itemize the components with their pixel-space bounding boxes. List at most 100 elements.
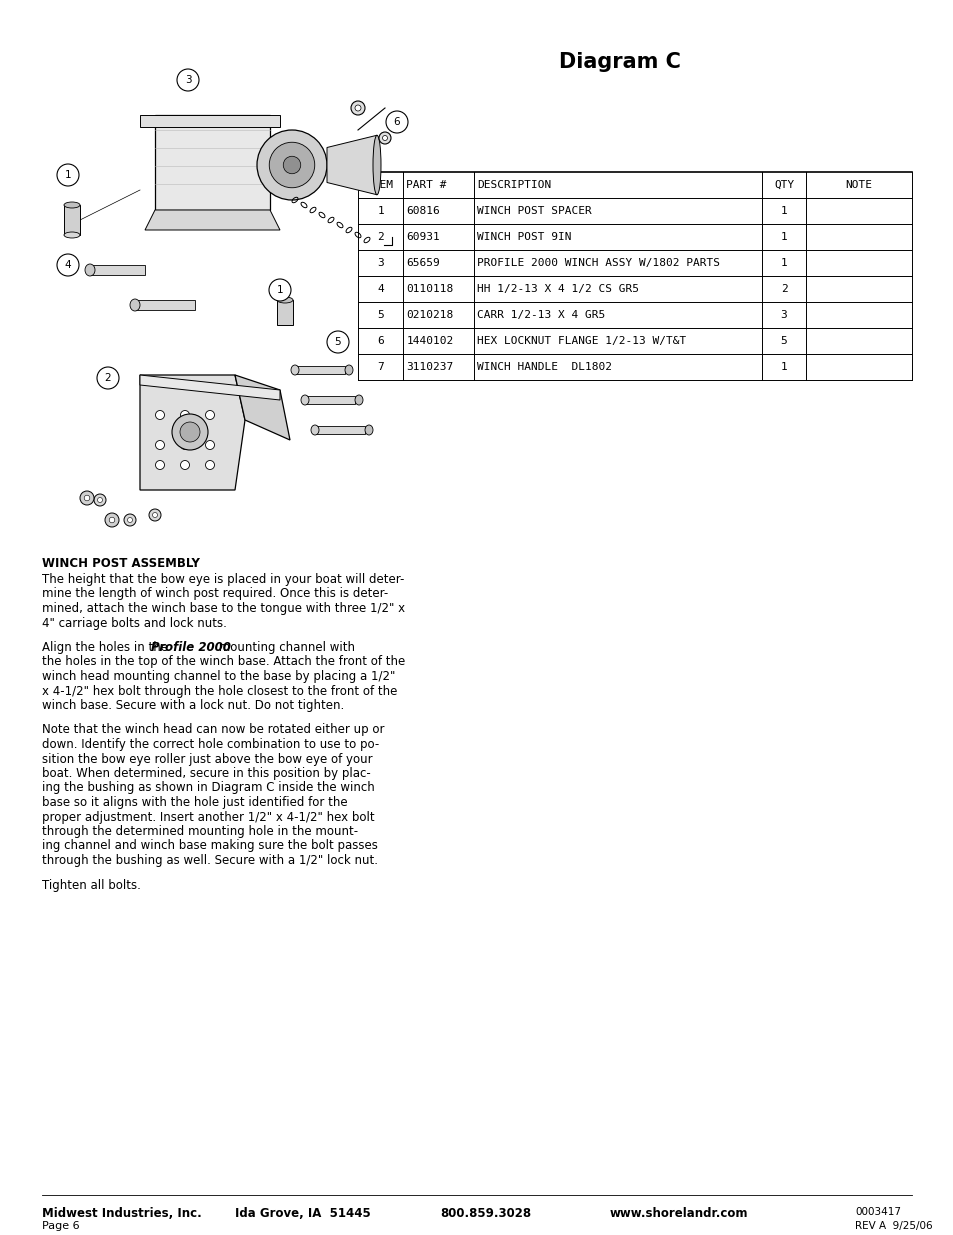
Circle shape bbox=[105, 513, 119, 527]
Text: 1: 1 bbox=[780, 258, 786, 268]
Circle shape bbox=[124, 514, 136, 526]
Text: 2: 2 bbox=[780, 284, 786, 294]
Text: 1: 1 bbox=[377, 206, 384, 216]
Circle shape bbox=[382, 136, 387, 141]
Text: 0110118: 0110118 bbox=[406, 284, 454, 294]
Polygon shape bbox=[140, 375, 245, 490]
Circle shape bbox=[155, 410, 164, 420]
Text: 6: 6 bbox=[394, 117, 400, 127]
Circle shape bbox=[57, 254, 79, 275]
Text: Page 6: Page 6 bbox=[42, 1221, 79, 1231]
Text: 4: 4 bbox=[377, 284, 384, 294]
Ellipse shape bbox=[130, 299, 140, 311]
Text: 3110237: 3110237 bbox=[406, 362, 454, 372]
Circle shape bbox=[355, 105, 360, 111]
Polygon shape bbox=[276, 300, 293, 325]
Text: 4: 4 bbox=[65, 261, 71, 270]
Text: ing channel and winch base making sure the bolt passes: ing channel and winch base making sure t… bbox=[42, 840, 377, 852]
Text: 800.859.3028: 800.859.3028 bbox=[439, 1207, 531, 1220]
Text: Profile 2000: Profile 2000 bbox=[151, 641, 231, 655]
Circle shape bbox=[180, 422, 200, 442]
Circle shape bbox=[180, 410, 190, 420]
Ellipse shape bbox=[291, 366, 298, 375]
Text: base so it aligns with the hole just identified for the: base so it aligns with the hole just ide… bbox=[42, 797, 347, 809]
Polygon shape bbox=[314, 426, 365, 433]
Circle shape bbox=[84, 495, 90, 501]
Ellipse shape bbox=[355, 395, 363, 405]
Text: 3: 3 bbox=[377, 258, 384, 268]
Ellipse shape bbox=[85, 264, 95, 275]
Text: Ida Grove, IA  51445: Ida Grove, IA 51445 bbox=[234, 1207, 371, 1220]
Circle shape bbox=[327, 331, 349, 353]
Text: The height that the bow eye is placed in your boat will deter-: The height that the bow eye is placed in… bbox=[42, 573, 404, 585]
Circle shape bbox=[155, 441, 164, 450]
Text: 5: 5 bbox=[335, 337, 341, 347]
Ellipse shape bbox=[311, 425, 318, 435]
Circle shape bbox=[149, 509, 161, 521]
Text: QTY: QTY bbox=[773, 180, 793, 190]
Text: REV A  9/25/06: REV A 9/25/06 bbox=[854, 1221, 932, 1231]
Text: 1: 1 bbox=[780, 232, 786, 242]
Text: PROFILE 2000 WINCH ASSY W/1802 PARTS: PROFILE 2000 WINCH ASSY W/1802 PARTS bbox=[476, 258, 719, 268]
Polygon shape bbox=[327, 136, 376, 195]
Circle shape bbox=[180, 441, 190, 450]
Text: x 4-1/2" hex bolt through the hole closest to the front of the: x 4-1/2" hex bolt through the hole close… bbox=[42, 684, 397, 698]
Text: 4" carriage bolts and lock nuts.: 4" carriage bolts and lock nuts. bbox=[42, 616, 227, 630]
Circle shape bbox=[152, 513, 157, 517]
Polygon shape bbox=[154, 115, 270, 210]
Circle shape bbox=[80, 492, 94, 505]
Text: WINCH HANDLE  DL1802: WINCH HANDLE DL1802 bbox=[476, 362, 611, 372]
Circle shape bbox=[386, 111, 408, 133]
Polygon shape bbox=[145, 210, 280, 230]
Circle shape bbox=[97, 367, 119, 389]
Ellipse shape bbox=[345, 366, 353, 375]
Text: 60816: 60816 bbox=[406, 206, 439, 216]
Circle shape bbox=[109, 517, 114, 522]
Text: PART #: PART # bbox=[406, 180, 446, 190]
Text: DESCRIPTION: DESCRIPTION bbox=[476, 180, 551, 190]
Circle shape bbox=[378, 132, 391, 144]
Text: WINCH POST ASSEMBLY: WINCH POST ASSEMBLY bbox=[42, 557, 200, 571]
Text: mounting channel with: mounting channel with bbox=[214, 641, 355, 655]
Circle shape bbox=[269, 142, 314, 188]
Ellipse shape bbox=[276, 296, 293, 303]
Circle shape bbox=[57, 164, 79, 186]
Circle shape bbox=[177, 69, 199, 91]
Text: 1440102: 1440102 bbox=[406, 336, 454, 346]
Text: boat. When determined, secure in this position by plac-: boat. When determined, secure in this po… bbox=[42, 767, 371, 781]
Polygon shape bbox=[140, 375, 280, 400]
Circle shape bbox=[172, 414, 208, 450]
Text: 0210218: 0210218 bbox=[406, 310, 454, 320]
Text: Align the holes in the: Align the holes in the bbox=[42, 641, 172, 655]
Circle shape bbox=[269, 279, 291, 301]
Circle shape bbox=[128, 517, 132, 522]
Text: Midwest Industries, Inc.: Midwest Industries, Inc. bbox=[42, 1207, 201, 1220]
Polygon shape bbox=[90, 266, 145, 275]
Text: Diagram C: Diagram C bbox=[558, 52, 680, 72]
Circle shape bbox=[205, 441, 214, 450]
Ellipse shape bbox=[64, 232, 80, 238]
Text: www.shorelandr.com: www.shorelandr.com bbox=[609, 1207, 748, 1220]
Text: the holes in the top of the winch base. Attach the front of the: the holes in the top of the winch base. … bbox=[42, 656, 405, 668]
Text: 1: 1 bbox=[780, 206, 786, 216]
Text: through the bushing as well. Secure with a 1/2" lock nut.: through the bushing as well. Secure with… bbox=[42, 853, 377, 867]
Text: proper adjustment. Insert another 1/2" x 4-1/2" hex bolt: proper adjustment. Insert another 1/2" x… bbox=[42, 810, 375, 824]
Text: Note that the winch head can now be rotated either up or: Note that the winch head can now be rota… bbox=[42, 724, 384, 736]
Text: Tighten all bolts.: Tighten all bolts. bbox=[42, 878, 141, 892]
Text: 2: 2 bbox=[377, 232, 384, 242]
Circle shape bbox=[283, 157, 300, 174]
Text: NOTE: NOTE bbox=[844, 180, 872, 190]
Text: 65659: 65659 bbox=[406, 258, 439, 268]
Text: mined, attach the winch base to the tongue with three 1/2" x: mined, attach the winch base to the tong… bbox=[42, 601, 405, 615]
Text: 1: 1 bbox=[780, 362, 786, 372]
Text: CARR 1/2-13 X 4 GR5: CARR 1/2-13 X 4 GR5 bbox=[476, 310, 604, 320]
Text: 6: 6 bbox=[377, 336, 384, 346]
Polygon shape bbox=[305, 396, 355, 404]
Circle shape bbox=[155, 461, 164, 469]
Text: through the determined mounting hole in the mount-: through the determined mounting hole in … bbox=[42, 825, 357, 839]
Text: 60931: 60931 bbox=[406, 232, 439, 242]
Circle shape bbox=[180, 461, 190, 469]
Circle shape bbox=[94, 494, 106, 506]
Ellipse shape bbox=[373, 136, 380, 195]
Text: 2: 2 bbox=[105, 373, 112, 383]
